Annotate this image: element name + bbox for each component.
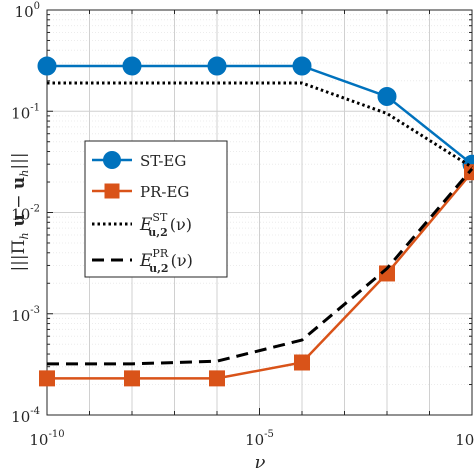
legend-item-3: EPR u,2 (ν) xyxy=(92,247,193,275)
y-tick-label: 100 xyxy=(15,1,40,21)
legend-label: ST-EG xyxy=(140,152,186,170)
y-tick-label: 10-2 xyxy=(11,204,40,224)
series-line xyxy=(47,64,473,166)
series-0 xyxy=(37,56,474,174)
series-line xyxy=(47,167,474,366)
data-point xyxy=(292,56,312,76)
data-point xyxy=(39,370,55,387)
legend-marker xyxy=(104,183,120,199)
data-series xyxy=(37,56,474,387)
data-point xyxy=(124,370,140,387)
data-point xyxy=(377,86,397,106)
svg-text:|||Πh u − uh|||: |||Πh u − uh||| xyxy=(9,152,31,271)
series-3 xyxy=(47,167,474,366)
legend-label: PR-EG xyxy=(140,183,189,201)
legend-marker xyxy=(103,151,121,169)
data-point xyxy=(37,56,57,76)
legend: ST-EG PR-EG EST u,2 (ν) EPR u,2 (ν) xyxy=(84,140,228,278)
y-tick-label: 10-4 xyxy=(11,406,40,426)
series-line xyxy=(47,171,473,380)
y-axis-label: |||Πh u − uh||| xyxy=(9,152,31,271)
legend-item-0: ST-EG xyxy=(92,151,186,170)
legend-label: EST u,2 (ν) xyxy=(139,211,192,239)
x-tick-label: 10-5 xyxy=(245,429,274,449)
data-point xyxy=(122,56,142,76)
grid-lines xyxy=(46,10,472,416)
y-tick-label: 10-1 xyxy=(11,102,40,122)
legend-item-1: PR-EG xyxy=(92,183,189,201)
x-tick-label: 100 xyxy=(455,429,474,449)
legend-label: EPR u,2 (ν) xyxy=(139,247,193,275)
legend-item-2: EST u,2 (ν) xyxy=(92,211,192,239)
x-tick-label: 10-10 xyxy=(29,429,64,449)
y-tick-label: 10-3 xyxy=(11,305,40,325)
data-point xyxy=(209,370,225,387)
x-axis-label: ν xyxy=(255,452,266,473)
axis-ticks: 100 10-1 10-2 10-3 10-4 10-10 10-5 100 xyxy=(11,1,474,449)
data-point xyxy=(294,354,310,371)
data-point xyxy=(207,56,227,76)
